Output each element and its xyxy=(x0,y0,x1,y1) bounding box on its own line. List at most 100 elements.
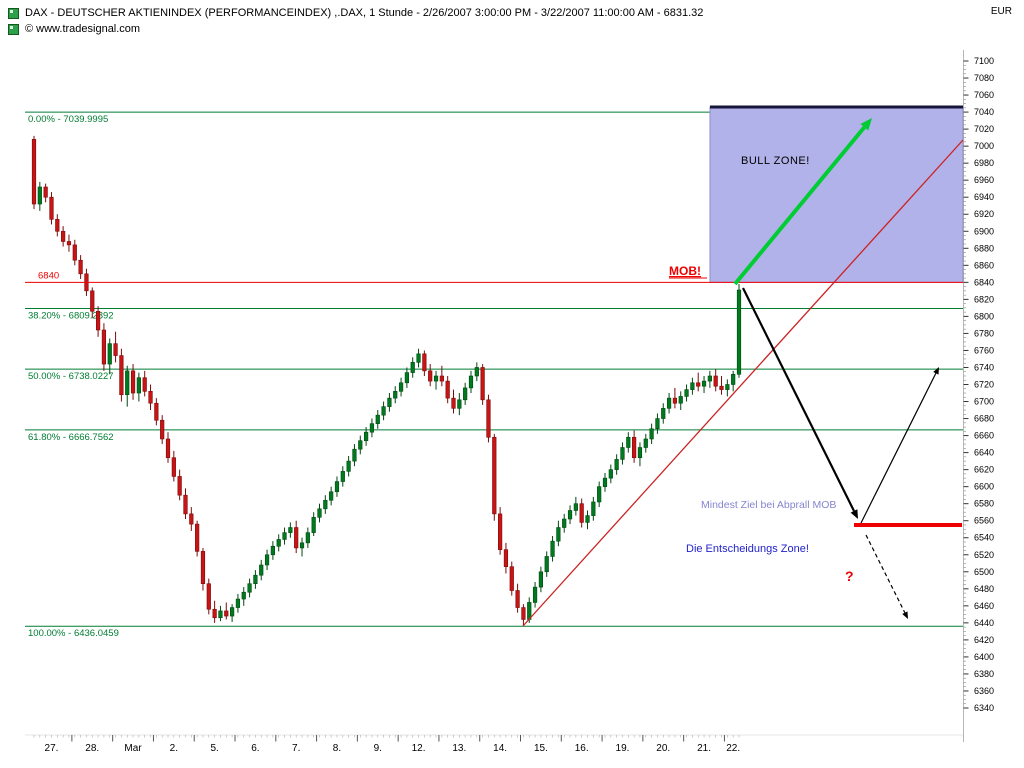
candle-body xyxy=(72,244,77,261)
svg-text:19.: 19. xyxy=(616,743,630,754)
svg-text:6600: 6600 xyxy=(974,482,994,492)
candle-body xyxy=(154,402,159,421)
candle-body xyxy=(329,491,334,501)
candle-body xyxy=(422,353,427,372)
candle-body xyxy=(433,375,439,382)
candle-body xyxy=(49,196,54,220)
candle-body xyxy=(189,513,194,525)
candle-body xyxy=(31,139,37,205)
candle-body xyxy=(177,476,182,496)
svg-text:6740: 6740 xyxy=(974,362,994,372)
candle-body xyxy=(410,362,415,373)
candle-body xyxy=(78,259,83,275)
candle-body xyxy=(696,382,701,387)
svg-text:15.: 15. xyxy=(534,743,548,754)
candle-body xyxy=(340,471,345,482)
svg-text:14.: 14. xyxy=(493,743,507,754)
candle-body xyxy=(346,460,351,472)
candle-body xyxy=(195,523,200,552)
candle-body xyxy=(655,418,660,430)
candle-body xyxy=(690,382,695,390)
svg-text:20.: 20. xyxy=(656,743,670,754)
svg-text:28.: 28. xyxy=(85,743,99,754)
svg-text:6560: 6560 xyxy=(974,516,994,526)
svg-text:7100: 7100 xyxy=(974,56,994,66)
svg-text:6500: 6500 xyxy=(974,567,994,577)
candle-body xyxy=(317,508,322,518)
candle-body xyxy=(393,391,398,399)
candle-body xyxy=(701,380,707,387)
breakdown-arrow-head xyxy=(902,611,908,619)
tradesignal-icon xyxy=(8,23,19,35)
pullback-arrow xyxy=(742,287,855,512)
svg-text:100.00% - 6436.0459: 100.00% - 6436.0459 xyxy=(28,628,119,639)
candle-body xyxy=(259,564,264,576)
svg-text:6540: 6540 xyxy=(974,533,994,543)
candle-body xyxy=(323,499,328,510)
candle-body xyxy=(503,549,509,567)
chart-title: DAX - DEUTSCHER AKTIENINDEX (PERFORMANCE… xyxy=(25,7,704,19)
svg-text:0.00% - 7039.9995: 0.00% - 7039.9995 xyxy=(28,114,108,125)
svg-text:6700: 6700 xyxy=(974,397,994,407)
candle-body xyxy=(626,436,631,448)
svg-text:7020: 7020 xyxy=(974,124,994,134)
bull-projection-arrow xyxy=(733,125,866,286)
bounce-arrow-head xyxy=(933,367,939,375)
candle-body xyxy=(719,385,724,390)
candle-body xyxy=(66,241,72,246)
svg-text:6940: 6940 xyxy=(974,192,994,202)
svg-text:6460: 6460 xyxy=(974,601,994,611)
copyright-row: © www.tradesignal.com xyxy=(8,21,703,37)
title-row: DAX - DEUTSCHER AKTIENINDEX (PERFORMANCE… xyxy=(8,5,703,21)
candle-body xyxy=(684,389,689,397)
candle-body xyxy=(725,384,730,390)
svg-text:5.: 5. xyxy=(210,743,218,754)
candle-body xyxy=(171,457,176,477)
svg-text:6780: 6780 xyxy=(974,328,994,338)
candle-body xyxy=(632,436,637,459)
svg-text:6580: 6580 xyxy=(974,499,994,509)
candle-body xyxy=(241,591,246,600)
svg-text:7040: 7040 xyxy=(974,107,994,117)
candle-body xyxy=(515,590,520,608)
candle-body xyxy=(474,367,479,377)
svg-text:16.: 16. xyxy=(575,743,589,754)
bull-zone-rect xyxy=(709,106,964,283)
candle-body xyxy=(148,391,153,404)
svg-text:50.00% - 6738.0227: 50.00% - 6738.0227 xyxy=(28,371,114,382)
candle-body xyxy=(311,517,316,533)
candle-body xyxy=(509,566,514,591)
candle-body xyxy=(649,428,654,440)
candle-body xyxy=(428,370,433,382)
candle-body xyxy=(282,532,287,540)
candle-body xyxy=(206,583,211,610)
candle-body xyxy=(61,230,66,242)
candle-body xyxy=(305,532,310,544)
candle-body xyxy=(212,608,217,619)
candle-body xyxy=(614,459,619,470)
trendline xyxy=(522,139,964,627)
x-axis: 27. 28. Mar 2. 5. 6. 7. 8. 9. 12. 13. 14. 15. 16. 19. 2… xyxy=(25,734,963,754)
candle-body xyxy=(573,503,578,511)
candle-body xyxy=(439,375,444,382)
candle-body xyxy=(567,510,573,520)
copyright-text: © www.tradesignal.com xyxy=(25,23,141,35)
candle-body xyxy=(498,513,503,550)
svg-text:6440: 6440 xyxy=(974,618,994,628)
candle-body xyxy=(270,545,275,556)
candle-body xyxy=(358,440,363,450)
svg-text:Mar: Mar xyxy=(124,743,142,754)
svg-text:6880: 6880 xyxy=(974,243,994,253)
candle-body xyxy=(224,610,229,617)
svg-text:6360: 6360 xyxy=(974,686,994,696)
candle-body xyxy=(113,343,118,356)
svg-text:22.: 22. xyxy=(726,743,740,754)
candle-body xyxy=(637,447,643,459)
candle-body xyxy=(334,481,340,493)
candle-body xyxy=(457,399,462,409)
candle-body xyxy=(404,372,409,384)
candle-body xyxy=(107,343,112,365)
breakdown-arrow xyxy=(865,534,906,614)
